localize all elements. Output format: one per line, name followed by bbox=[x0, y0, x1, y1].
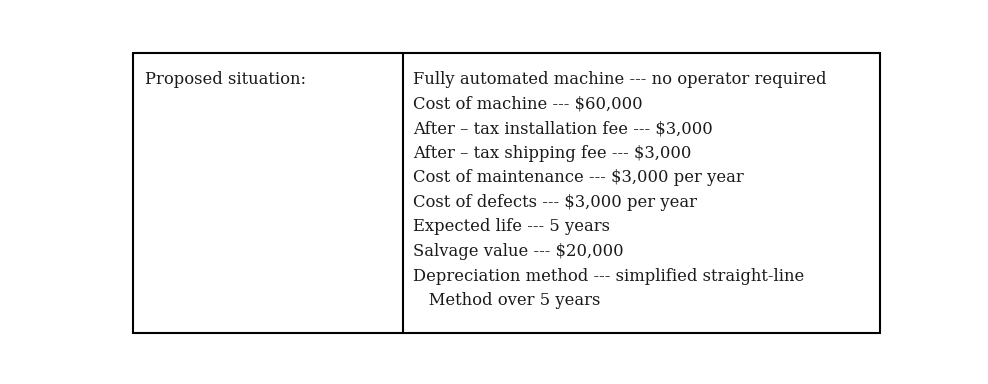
Text: Depreciation method --- simplified straight-line: Depreciation method --- simplified strai… bbox=[413, 268, 804, 285]
Text: Cost of defects --- $3,000 per year: Cost of defects --- $3,000 per year bbox=[413, 194, 697, 211]
Text: Expected life --- 5 years: Expected life --- 5 years bbox=[413, 218, 610, 235]
Text: Method over 5 years: Method over 5 years bbox=[413, 292, 601, 309]
Text: After – tax shipping fee --- $3,000: After – tax shipping fee --- $3,000 bbox=[413, 145, 692, 162]
Text: Cost of maintenance --- $3,000 per year: Cost of maintenance --- $3,000 per year bbox=[413, 169, 744, 186]
Text: After – tax installation fee --- $3,000: After – tax installation fee --- $3,000 bbox=[413, 120, 712, 137]
Text: Fully automated machine --- no operator required: Fully automated machine --- no operator … bbox=[413, 71, 826, 88]
Text: Cost of machine --- $60,000: Cost of machine --- $60,000 bbox=[413, 96, 642, 113]
Text: Salvage value --- $20,000: Salvage value --- $20,000 bbox=[413, 243, 623, 260]
Text: Proposed situation:: Proposed situation: bbox=[145, 71, 306, 88]
